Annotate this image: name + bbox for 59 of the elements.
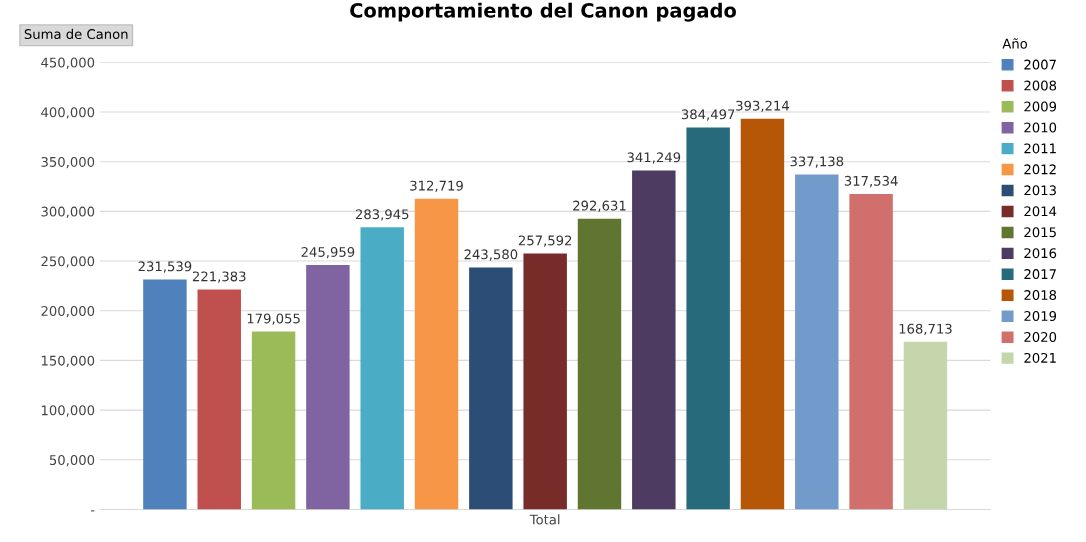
bar <box>903 341 948 510</box>
legend-label: 2017 <box>1024 269 1056 280</box>
y-tick-label: 350,000 <box>41 156 95 169</box>
bar <box>632 170 676 510</box>
y-tick-label: 450,000 <box>41 57 95 69</box>
bar <box>686 127 730 510</box>
legend-label: 2009 <box>1024 101 1057 112</box>
bar <box>360 227 404 510</box>
x-tick-label: Total <box>529 514 560 525</box>
legend-label: 2016 <box>1024 248 1057 259</box>
data-label: 283,945 <box>355 209 409 221</box>
legend-label: 2015 <box>1024 227 1056 238</box>
bar <box>306 265 350 510</box>
bar <box>577 218 622 510</box>
data-label: 221,383 <box>192 271 246 283</box>
legend-label: 2014 <box>1024 206 1057 217</box>
y-tick-label: 250,000 <box>41 256 95 268</box>
data-label: 292,631 <box>573 200 626 212</box>
legend-label: 2018 <box>1024 290 1057 301</box>
y-tick-label: 100,000 <box>41 405 95 417</box>
y-tick-label: 50,000 <box>49 455 95 467</box>
data-label: 257,592 <box>518 235 572 247</box>
y-tick-label: 300,000 <box>41 206 95 218</box>
bar <box>414 198 459 510</box>
legend-label: 2012 <box>1024 164 1056 175</box>
y-tick-label: - <box>90 510 95 512</box>
data-label: 243,580 <box>464 249 518 261</box>
legend-label: 2011 <box>1024 143 1056 154</box>
bar <box>197 289 241 510</box>
text: Suma de Canon <box>24 28 128 40</box>
data-label: 245,959 <box>301 246 355 259</box>
data-label: 384,497 <box>681 109 735 121</box>
legend-label: 2019 <box>1024 311 1057 321</box>
data-label: 179,055 <box>247 313 300 325</box>
legend-label: 2021 <box>1024 352 1056 363</box>
bar <box>740 118 785 510</box>
legend-label: 2007 <box>1024 59 1056 70</box>
data-label: 317,534 <box>844 175 898 188</box>
data-label: 393,214 <box>736 100 789 112</box>
bar <box>251 331 296 510</box>
chart-title: Comportamiento del Canon pagado <box>350 2 736 22</box>
bar <box>795 174 839 510</box>
data-label: 231,539 <box>138 261 192 273</box>
y-tick-label: 200,000 <box>41 305 95 318</box>
bar <box>469 267 513 510</box>
legend-label: 2008 <box>1024 80 1057 91</box>
bar <box>143 279 187 510</box>
bar <box>849 193 893 510</box>
legend-label: 2010 <box>1024 122 1057 133</box>
legend-label: 2020 <box>1024 331 1057 342</box>
data-label: 337,138 <box>790 156 844 168</box>
y-tick-label: 150,000 <box>41 355 95 367</box>
legend-title: Año <box>1002 38 1028 49</box>
data-label: 312,719 <box>410 180 463 192</box>
y-tick-label: 400,000 <box>41 107 95 119</box>
legend-label: 2013 <box>1024 185 1056 196</box>
data-label: 168,713 <box>899 323 952 336</box>
bar <box>523 253 567 510</box>
data-label: 341,249 <box>627 152 681 164</box>
